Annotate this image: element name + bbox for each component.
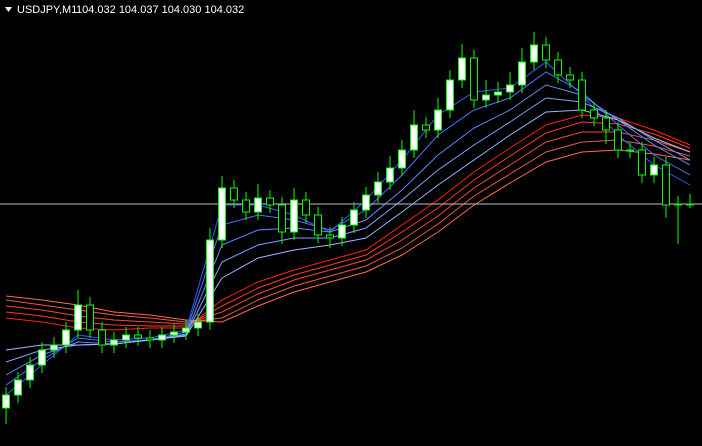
- candle-body: [122, 334, 130, 341]
- moving-average: [5, 121, 691, 327]
- candle-body: [686, 203, 694, 206]
- candle-body: [14, 379, 22, 396]
- symbol-label: USDJPY,M1: [17, 4, 77, 16]
- candle-body: [542, 44, 550, 61]
- candle-body: [314, 214, 322, 236]
- candle-body: [326, 234, 334, 239]
- ohlc-label: 104.032 104.037 104.030 104.032: [76, 4, 244, 16]
- moving-average: [5, 71, 691, 386]
- candle-body: [674, 203, 682, 206]
- candle-body: [566, 74, 574, 81]
- candle-body: [374, 181, 382, 196]
- candle-body: [26, 364, 34, 381]
- candle-body: [290, 199, 298, 233]
- candle-body: [98, 329, 106, 346]
- candle-body: [74, 304, 82, 331]
- candle-body: [398, 149, 406, 169]
- candle-body: [386, 167, 394, 183]
- candle-body: [446, 79, 454, 111]
- candle-body: [350, 209, 358, 226]
- moving-average: [5, 139, 691, 323]
- candle-body: [494, 91, 502, 96]
- moving-average: [5, 61, 691, 396]
- candle-body: [638, 149, 646, 176]
- candle-body: [158, 334, 166, 341]
- candle-body: [554, 59, 562, 76]
- candle-body: [110, 339, 118, 346]
- candle-body: [422, 124, 430, 131]
- candle-body: [230, 187, 238, 201]
- menu-triangle[interactable]: [5, 7, 12, 12]
- candle-body: [254, 197, 262, 213]
- candle-body: [50, 344, 58, 351]
- candle-body: [518, 61, 526, 86]
- candle-body: [38, 349, 46, 366]
- candle-body: [602, 117, 610, 131]
- candle-body: [506, 84, 514, 93]
- candle-body: [338, 224, 346, 239]
- candle-body: [530, 44, 538, 63]
- candle-body: [650, 164, 658, 176]
- candle-body: [362, 194, 370, 211]
- candle-body: [302, 199, 310, 216]
- candle-body: [410, 124, 418, 151]
- candle-body: [590, 109, 598, 119]
- candle-body: [206, 239, 214, 323]
- candle-body: [62, 329, 70, 346]
- candle-body: [458, 57, 466, 81]
- candle-body: [170, 331, 178, 336]
- moving-average: [5, 114, 691, 331]
- moving-average: [5, 109, 691, 351]
- candle-body: [266, 197, 274, 206]
- candle-body: [482, 94, 490, 101]
- moving-average: [5, 149, 691, 323]
- moving-average: [5, 131, 691, 325]
- candle-body: [146, 337, 154, 341]
- candle-body: [194, 321, 202, 329]
- candle-body: [86, 304, 94, 331]
- candle-body: [278, 204, 286, 233]
- candle-body: [242, 199, 250, 213]
- candle-body: [134, 334, 142, 339]
- candle-body: [470, 57, 478, 101]
- candle-body: [434, 109, 442, 131]
- plot-area: [0, 32, 702, 424]
- candle-body: [662, 164, 670, 206]
- candle-body: [578, 79, 586, 111]
- candle-body: [626, 149, 634, 152]
- candle-body: [182, 327, 190, 333]
- candle-body: [2, 394, 10, 409]
- candle-body: [614, 129, 622, 151]
- candle-body: [218, 187, 226, 241]
